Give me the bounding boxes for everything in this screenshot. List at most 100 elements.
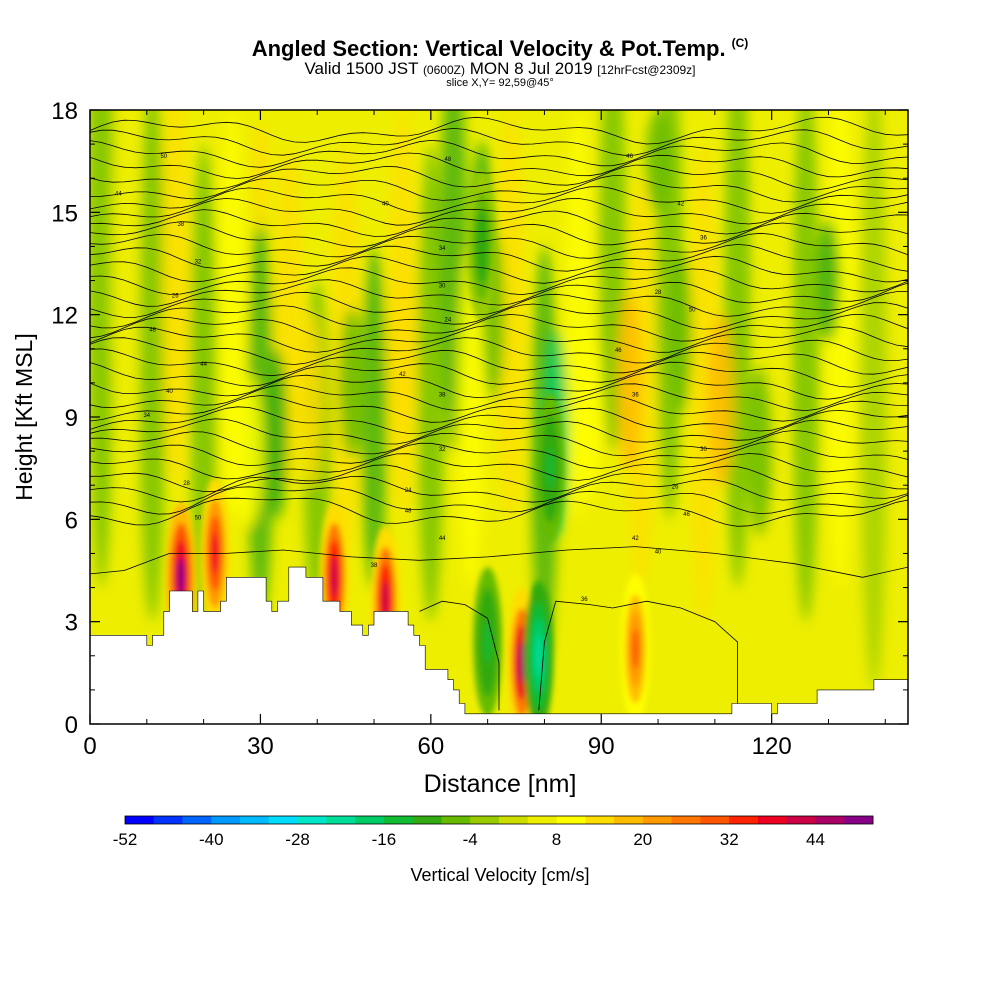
valid-utc: (0600Z)	[422, 63, 465, 77]
velocity-extrema	[166, 171, 651, 724]
downdraft-core	[535, 635, 543, 677]
contour-label: 38	[178, 222, 185, 228]
contour-label: 32	[439, 447, 446, 453]
contour-label: 26	[672, 485, 679, 491]
colorbar-swatch	[844, 816, 874, 824]
valid-date: MON 8 Jul 2019	[469, 59, 593, 78]
theta-contour	[90, 232, 908, 259]
theta-contour	[90, 186, 908, 214]
colorbar-tick-label: 44	[806, 830, 825, 849]
theta-contour	[90, 127, 908, 156]
colorbar-swatch	[182, 816, 212, 824]
colorbar-swatch	[614, 816, 644, 824]
contour-label: 24	[445, 317, 452, 323]
updraft-core	[631, 628, 639, 670]
valid-time: Valid 1500 JST	[304, 59, 419, 78]
contour-label: 38	[439, 393, 446, 399]
contour-label: 24	[405, 488, 412, 494]
theta-contour	[90, 291, 908, 318]
contour-label: 50	[161, 154, 168, 160]
colorbar-tick-label: 20	[633, 830, 652, 849]
velocity-cell	[578, 335, 602, 499]
contour-label: 34	[143, 413, 150, 419]
theta-contour	[90, 464, 908, 493]
terrain-mask	[89, 566, 909, 725]
contour-label: 28	[655, 290, 662, 296]
chart-title-unit: (C)	[731, 36, 749, 50]
colorbar-tick-label: -16	[372, 830, 397, 849]
colorbar-swatch	[470, 816, 500, 824]
colorbar-swatch	[815, 816, 845, 824]
velocity-cell	[792, 110, 820, 622]
colorbar-frame	[124, 815, 874, 825]
colorbar-swatch	[297, 816, 327, 824]
theta-contour	[90, 406, 908, 434]
contour-label: 48	[405, 509, 412, 515]
velocity-cell	[747, 365, 773, 537]
contour-label: 42	[632, 536, 639, 542]
velocity-patches	[90, 110, 908, 690]
theta-contour	[90, 325, 908, 353]
contour-label: 42	[399, 372, 406, 378]
downdraft-core	[546, 447, 554, 489]
theta-contour	[90, 372, 908, 400]
updraft-core	[177, 556, 185, 598]
theta-contour	[90, 243, 908, 272]
colorbar-tick-label: -28	[285, 830, 310, 849]
theta-contour	[90, 383, 908, 412]
x-tick-label: 90	[588, 733, 615, 760]
theta-contour	[538, 600, 738, 711]
colorbar-swatch	[786, 816, 816, 824]
colorbar-swatch	[153, 816, 183, 824]
theta-contour	[90, 175, 908, 203]
colorbar-swatch	[125, 816, 155, 824]
velocity-cell	[388, 266, 417, 431]
contour-label: 48	[445, 157, 452, 163]
velocity-cell	[338, 307, 364, 458]
theta-contour	[90, 546, 908, 578]
theta-contour	[90, 361, 908, 388]
velocity-cell	[267, 348, 288, 520]
colorbar-swatch	[383, 816, 414, 824]
velocity-cell	[110, 110, 138, 486]
theta-contour	[90, 429, 908, 457]
velocity-cell	[645, 110, 671, 213]
theta-contour	[90, 164, 908, 191]
colorbar-swatch	[499, 816, 529, 824]
colorbar-tick-label: -4	[463, 830, 478, 849]
contour-label: 48	[149, 328, 156, 334]
colorbar-swatch	[240, 816, 270, 824]
x-tick-label: 30	[247, 733, 274, 760]
colorbar-swatch	[268, 816, 299, 824]
chart-title-text: Angled Section: Vertical Velocity & Pot.…	[251, 36, 726, 61]
theta-contour	[90, 395, 908, 423]
colorbar-swatch	[585, 816, 615, 824]
colorbar-tick-label: -52	[113, 830, 138, 849]
theta-contour	[90, 255, 908, 284]
theta-contour	[90, 209, 908, 237]
contour-label: 36	[700, 236, 707, 242]
contour-label: 46	[683, 512, 690, 518]
contour-label: 44	[439, 536, 446, 542]
slice-info: slice X,Y= 92,59@45°	[446, 77, 554, 89]
contour-label: 40	[166, 389, 173, 395]
contour-label: 32	[195, 260, 202, 266]
contour-label: 34	[439, 246, 446, 252]
y-axis-label: Height [Kft MSL]	[11, 333, 37, 500]
y-tick-label: 15	[51, 200, 78, 227]
contour-label: 46	[626, 154, 633, 160]
theta-contour	[90, 221, 908, 248]
theta-contour	[90, 313, 908, 342]
theta-contour	[90, 197, 908, 226]
colorbar-swatch	[211, 816, 241, 824]
colorbar-swatch	[441, 816, 471, 824]
contour-label: 46	[615, 348, 622, 354]
velocity-cell	[888, 110, 908, 554]
theta-contour	[90, 486, 908, 515]
colorbar-swatch	[729, 816, 759, 824]
potential-temperature-contours: 50 48 46 44 42 40 38 36 34 32 30 28 26 24 50 48 46 44 42 40…	[90, 116, 908, 711]
contour-label: 38	[371, 563, 378, 569]
colorbar-swatch	[355, 816, 385, 824]
